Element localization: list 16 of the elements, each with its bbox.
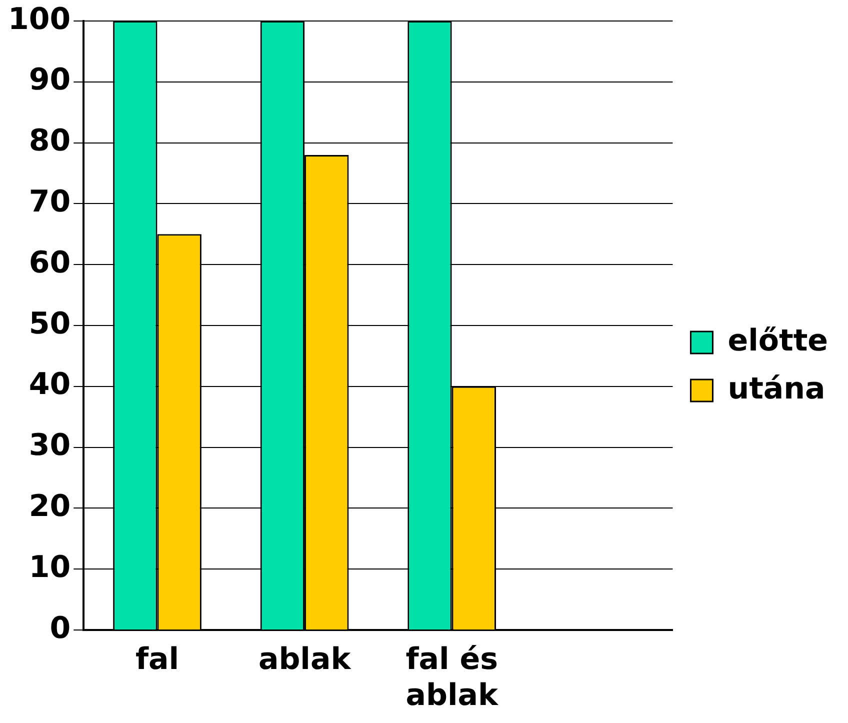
x-tick-label: fal és ablak — [406, 642, 499, 713]
y-tick-label: 20 — [28, 488, 71, 524]
y-tick-label: 10 — [28, 550, 71, 585]
legend-label: utána — [728, 371, 826, 406]
y-tick-label: 70 — [28, 184, 71, 220]
y-tick-label: 40 — [28, 367, 71, 402]
y-tick-label: 90 — [28, 62, 71, 98]
y-tick-label: 60 — [28, 245, 71, 280]
y-tick-label: 30 — [28, 428, 71, 464]
x-tick-label: ablak — [258, 642, 352, 677]
y-tick-label: 100 — [8, 2, 71, 37]
y-tick-label: 50 — [28, 306, 71, 342]
y-tick-label: 80 — [28, 124, 71, 159]
x-tick-label: fal — [135, 642, 180, 677]
y-tick-label: 0 — [50, 610, 71, 646]
legend-label: előtte — [728, 323, 828, 358]
